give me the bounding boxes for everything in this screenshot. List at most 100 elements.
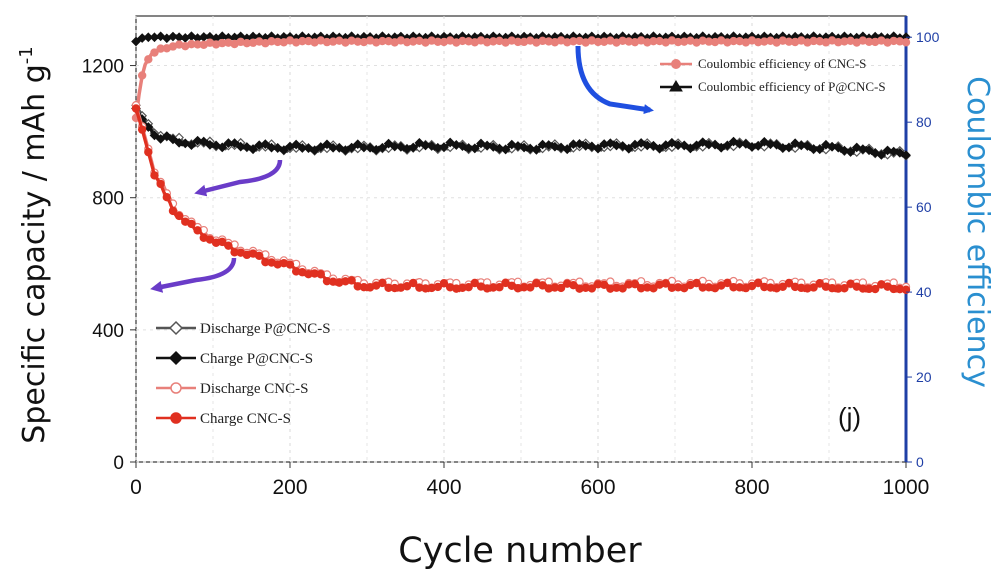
data-point: [734, 139, 745, 149]
data-point: [814, 144, 825, 155]
legend-entry: Coulombic efficiency of P@CNC-S: [660, 79, 886, 94]
data-point: [840, 284, 849, 293]
data-point: [316, 270, 325, 279]
data-point: [661, 279, 670, 288]
data-point: [168, 31, 178, 42]
data-point: [168, 134, 178, 145]
blue-arrow: [575, 45, 654, 115]
y-left-tick-label: 800: [92, 189, 124, 210]
data-point: [845, 147, 856, 157]
data-point: [556, 142, 566, 153]
data-point: [198, 136, 209, 147]
data-point: [192, 135, 203, 146]
data-point: [901, 38, 911, 47]
legend-marker: [168, 320, 184, 336]
data-point: [352, 139, 363, 150]
data-point: [685, 143, 696, 154]
data-point: [543, 140, 554, 150]
series-charge-p-cnc-s: [131, 103, 911, 160]
data-point: [723, 278, 732, 288]
data-point: [156, 179, 165, 189]
data-point: [827, 141, 837, 152]
legend-marker: [669, 80, 683, 92]
data-point: [864, 145, 874, 156]
data-point: [537, 139, 548, 150]
data-point: [506, 139, 517, 150]
data-point: [186, 140, 197, 150]
y-axis-right-title: Coulombic efficiency: [960, 76, 995, 388]
legend-marker: [168, 350, 184, 366]
data-point: [334, 143, 345, 153]
data-point: [383, 138, 394, 149]
legend-bottom: Discharge P@CNC-S Charge P@CNC-S Discharge…: [156, 320, 331, 427]
data-point: [235, 141, 246, 152]
data-point: [871, 284, 880, 294]
data-point: [193, 226, 202, 235]
y-left-tick-label: 0: [113, 453, 124, 474]
right-axis-ticks: 0 20 40 60 80 100: [906, 29, 940, 470]
y-axis-left-title: Specific capacity / mAh g-1: [16, 46, 52, 443]
data-point: [704, 139, 714, 150]
legend-entry: Coulombic efficiency of CNC-S: [660, 56, 866, 71]
y-right-tick-label: 0: [916, 454, 924, 470]
data-point: [439, 142, 449, 153]
x-tick-label: 1000: [883, 476, 930, 499]
data-point: [205, 140, 215, 150]
data-point: [144, 147, 153, 157]
y-left-tick-label: 400: [92, 321, 124, 342]
data-point: [513, 141, 523, 151]
data-point: [580, 141, 591, 151]
data-point: [224, 241, 233, 250]
data-point: [753, 278, 763, 287]
data-point: [617, 141, 628, 151]
data-point: [618, 284, 627, 293]
data-point: [217, 142, 228, 153]
data-point: [753, 140, 764, 151]
data-point: [815, 279, 824, 288]
data-point: [174, 211, 184, 221]
data-point: [500, 144, 511, 155]
data-point: [796, 140, 807, 151]
legend-label: Charge P@CNC-S: [200, 351, 313, 367]
data-point: [131, 36, 141, 47]
data-point: [630, 279, 640, 289]
x-axis-title: Cycle number: [398, 531, 642, 571]
data-point: [784, 278, 794, 288]
data-point: [722, 140, 733, 151]
data-point: [569, 280, 578, 290]
y-right-tick-label: 80: [916, 114, 932, 130]
data-point: [137, 71, 147, 80]
data-point: [470, 278, 479, 288]
data-point: [242, 142, 252, 152]
data-point: [636, 138, 646, 148]
legend-label: Coulombic efficiency of P@CNC-S: [698, 79, 886, 94]
data-point: [464, 282, 473, 292]
data-point: [888, 146, 899, 157]
data-point: [519, 142, 529, 153]
data-point: [278, 145, 289, 155]
legend-top: Coulombic efficiency of CNC-S Coulombic e…: [660, 56, 886, 94]
data-point: [359, 142, 369, 153]
data-point: [420, 140, 431, 151]
y-right-tick-label: 60: [916, 199, 932, 215]
data-point: [266, 142, 277, 153]
data-point: [821, 139, 831, 150]
data-point: [433, 282, 443, 292]
data-point: [839, 145, 850, 156]
data-point: [322, 139, 332, 150]
x-tick-label: 400: [426, 476, 461, 499]
data-point: [439, 279, 449, 288]
data-point: [809, 283, 818, 292]
legend-marker: [671, 59, 681, 69]
data-point: [876, 150, 887, 160]
x-tick-label: 200: [272, 476, 307, 499]
data-point: [587, 284, 597, 293]
data-point: [808, 144, 819, 154]
purple-arrow-upper: [194, 159, 283, 197]
data-point: [469, 143, 480, 154]
data-point: [649, 284, 658, 293]
data-point: [389, 141, 400, 152]
data-point: [784, 142, 794, 153]
data-point: [149, 130, 160, 141]
legend-label: Discharge CNC-S: [200, 381, 308, 397]
